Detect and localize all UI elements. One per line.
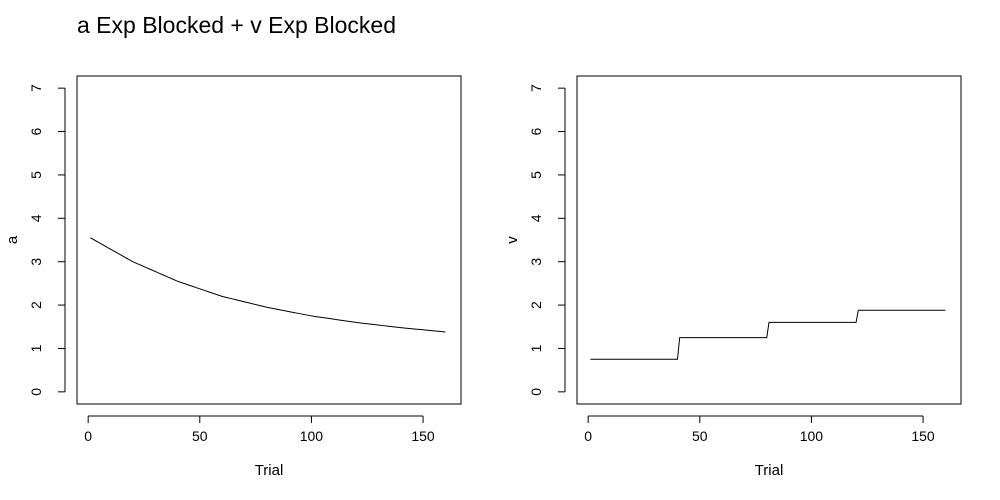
series-line xyxy=(90,237,446,333)
y-axis-label: v xyxy=(504,236,521,244)
plot-frame xyxy=(76,75,462,405)
y-tick-label: 5 xyxy=(28,171,44,179)
x-tick-label: 0 xyxy=(584,428,592,444)
y-tick-label: 0 xyxy=(28,388,44,396)
x-tick-label: 100 xyxy=(800,428,824,444)
x-tick-label: 150 xyxy=(411,428,435,444)
y-tick-label: 6 xyxy=(528,127,544,135)
plot-frame xyxy=(576,75,962,405)
x-tick-label: 100 xyxy=(300,428,324,444)
figure-title: a Exp Blocked + v Exp Blocked xyxy=(77,12,396,38)
x-axis-label: Trial xyxy=(755,462,784,479)
y-tick-label: 5 xyxy=(528,171,544,179)
y-tick-label: 3 xyxy=(28,258,44,266)
x-tick-label: 50 xyxy=(692,428,708,444)
y-tick-label: 6 xyxy=(28,127,44,135)
plot-panel-2: 0 50 100 150 0 1 2 3 4 5 6 7 Trial v xyxy=(504,75,962,479)
series-line xyxy=(590,309,946,360)
y-tick-label: 0 xyxy=(528,388,544,396)
y-tick-label: 7 xyxy=(528,84,544,92)
y-tick-label: 2 xyxy=(528,301,544,309)
y-tick-label: 2 xyxy=(28,301,44,309)
y-tick-label: 4 xyxy=(28,214,44,222)
y-tick-label: 4 xyxy=(528,214,544,222)
x-axis-label: Trial xyxy=(255,462,284,479)
x-tick-label: 0 xyxy=(84,428,92,444)
plot-panel-1: 0 50 100 150 0 1 2 3 4 5 6 7 Trial a xyxy=(4,75,462,479)
y-tick-label: 1 xyxy=(528,344,544,352)
y-tick-label: 1 xyxy=(28,344,44,352)
y-axis-label: a xyxy=(4,235,21,244)
y-tick-label: 7 xyxy=(28,84,44,92)
x-tick-label: 150 xyxy=(911,428,935,444)
y-tick-label: 3 xyxy=(528,258,544,266)
x-tick-label: 50 xyxy=(192,428,208,444)
